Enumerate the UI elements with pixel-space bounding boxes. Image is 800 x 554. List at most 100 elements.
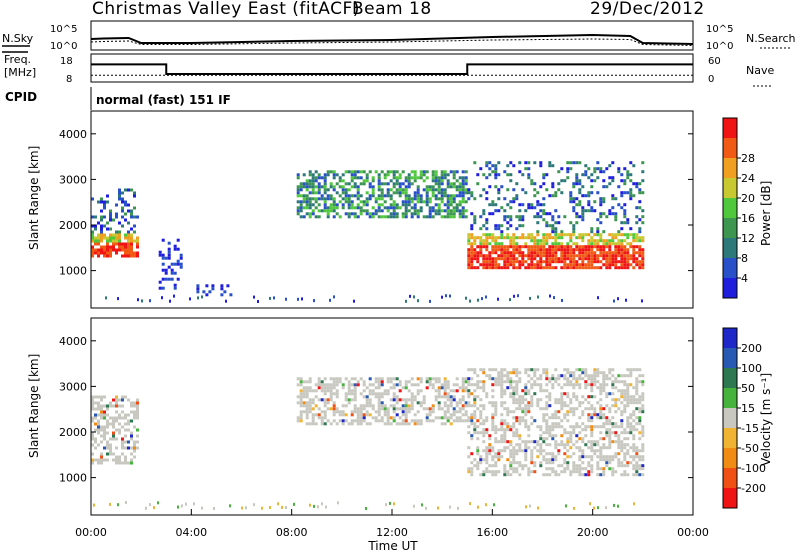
range-cell (554, 440, 558, 444)
range-cell (584, 164, 588, 168)
range-cell (449, 203, 453, 207)
range-cell (106, 254, 109, 258)
range-cell (488, 368, 492, 372)
freq-tick-bottom: 8 (66, 74, 72, 85)
range-cell (470, 248, 474, 252)
range-cell (380, 188, 384, 192)
range-cell (638, 368, 642, 372)
range-cell (434, 197, 438, 201)
range-cell (557, 257, 561, 261)
range-cell (491, 236, 495, 240)
range-cell (635, 422, 639, 426)
range-cell (635, 380, 639, 384)
range-cell (329, 422, 333, 426)
range-cell (476, 449, 480, 453)
range-cell (509, 386, 513, 390)
range-cell (581, 218, 585, 222)
range-cell (524, 386, 528, 390)
range-cell (106, 452, 109, 456)
range-cell (335, 407, 339, 411)
range-cell (479, 263, 483, 267)
range-cell (551, 377, 555, 381)
range-cell (509, 383, 513, 387)
range-cell (161, 262, 165, 266)
range-cell (641, 263, 645, 267)
range-cell (386, 419, 390, 423)
range-cell (530, 248, 534, 252)
range-cell (440, 194, 444, 198)
range-cell (494, 383, 498, 387)
range-cell (173, 262, 177, 266)
range-cell (473, 389, 477, 393)
range-cell (449, 389, 453, 393)
range-cell (638, 248, 642, 252)
range-cell (353, 176, 357, 180)
range-cell (614, 263, 618, 267)
range-cell (437, 404, 441, 408)
range-cell (350, 176, 354, 180)
range-cell (629, 383, 633, 387)
range-cell (377, 209, 381, 213)
range-cell (136, 440, 139, 444)
range-cell (512, 242, 516, 246)
range-cell (440, 416, 444, 420)
range-cell (173, 271, 177, 275)
range-cell (97, 419, 100, 423)
range-cell (638, 254, 642, 258)
range-cell (389, 422, 393, 426)
range-cell (317, 191, 321, 195)
range-cell (566, 170, 570, 174)
xtick-label: 00:00 (75, 526, 107, 539)
range-cell (392, 191, 396, 195)
range-cell (542, 236, 546, 240)
range-cell (380, 191, 384, 195)
range-cell (566, 461, 570, 465)
range-cell (623, 167, 627, 171)
range-cell (299, 209, 303, 213)
range-cell (635, 464, 639, 468)
range-cell (392, 209, 396, 213)
range-cell (566, 245, 570, 249)
range-cell (115, 458, 118, 462)
range-cell (512, 398, 516, 402)
range-cell (614, 431, 618, 435)
range-cell (518, 398, 522, 402)
range-cell (515, 215, 519, 219)
range-cell (578, 449, 582, 453)
range-cell (623, 221, 627, 225)
range-cell (539, 242, 543, 246)
range-cell (464, 410, 468, 414)
range-cell (527, 368, 531, 372)
range-cell (581, 377, 585, 381)
range-cell (578, 401, 582, 405)
range-cell (545, 452, 549, 456)
range-cell (500, 206, 504, 210)
range-cell (596, 425, 600, 429)
range-cell (491, 251, 495, 255)
range-cell (491, 458, 495, 462)
ground-cell (537, 506, 539, 510)
range-cell (602, 248, 606, 252)
range-cell (581, 215, 585, 219)
range-cell (103, 224, 106, 228)
range-cell (440, 215, 444, 219)
range-cell (584, 173, 588, 177)
range-cell (578, 233, 582, 237)
range-cell (470, 452, 474, 456)
range-cell (118, 245, 121, 249)
range-cell (527, 236, 531, 240)
range-cell (413, 422, 417, 426)
range-cell (635, 182, 639, 186)
range-cell (124, 218, 127, 222)
ground-cell (613, 299, 615, 303)
range-cell (635, 407, 639, 411)
range-cell (593, 167, 597, 171)
range-cell (121, 224, 124, 228)
range-cell (476, 395, 480, 399)
range-cell (398, 185, 402, 189)
range-cell (467, 188, 471, 192)
range-cell (356, 383, 360, 387)
range-cell (115, 215, 118, 219)
range-cell (632, 260, 636, 264)
range-cell (356, 188, 360, 192)
